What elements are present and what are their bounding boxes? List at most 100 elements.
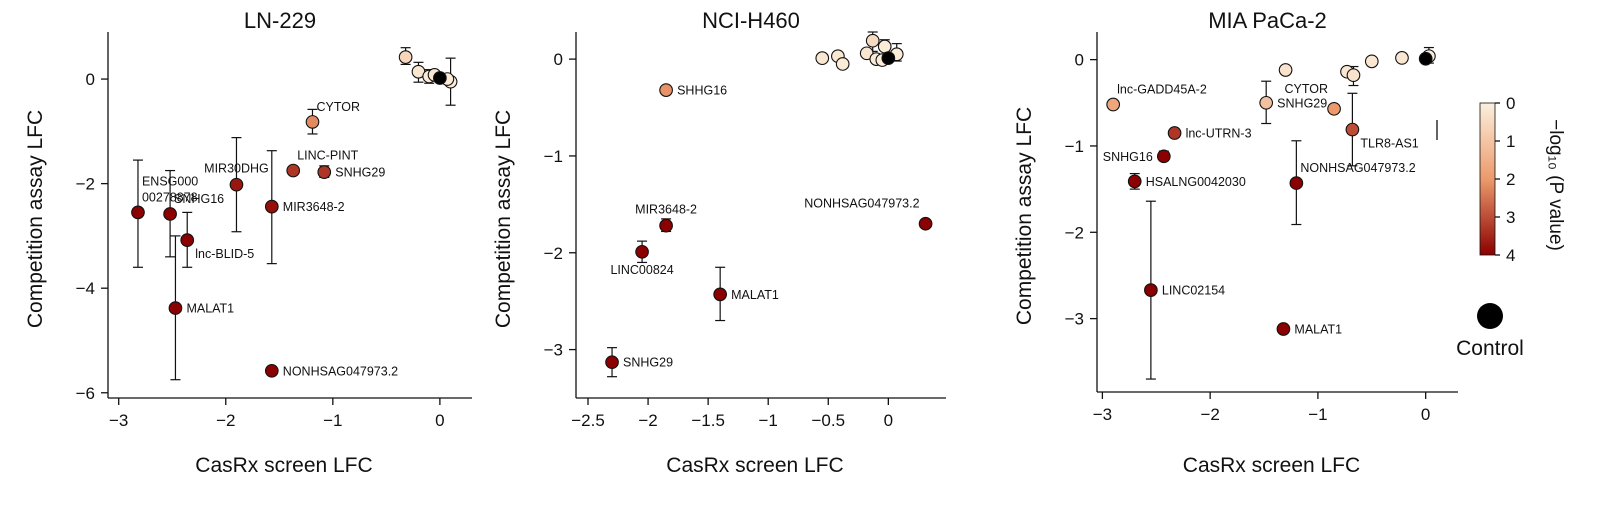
data-point <box>131 205 145 220</box>
data-point <box>264 363 279 378</box>
data-point <box>163 207 177 221</box>
data-point <box>605 355 619 370</box>
colorbar-gradient <box>1479 102 1496 256</box>
point-label: MIR3648-2 <box>283 200 345 214</box>
colorbar-tick-label: 2 <box>1506 170 1515 189</box>
point-label: CYTOR <box>316 100 360 114</box>
x-axis-label: CasRx screen LFC <box>1183 454 1360 477</box>
data-point <box>168 301 183 315</box>
data-point <box>659 83 673 97</box>
data-point <box>865 33 880 48</box>
data-point <box>918 216 933 231</box>
data-point <box>229 177 244 192</box>
y-axis-label: Competition assay LFC <box>24 110 47 328</box>
x-tick-label: −3 <box>1093 405 1112 424</box>
panel-2: NCI-H460 −2.5 −2 −1.5 −1 −0.5 0 −3 −2 −1 0 CasRx sc… <box>492 8 946 477</box>
point-label: CYTOR <box>1285 82 1329 96</box>
data-point <box>1289 176 1304 190</box>
point-label: SNHG29 <box>335 166 385 180</box>
y-tick-label: −1 <box>544 147 563 166</box>
panels: LN-229 −3 −2 −1 0 −6 −4 −2 0 CasRx screen LFC Comp… <box>24 8 1458 477</box>
point-label: NONHSAG047973.2 <box>283 364 398 378</box>
panel-3: MIA PaCa-2 −3 −2 −1 0 −3 −2 −1 0 CasRx screen LFC… <box>1013 8 1458 477</box>
x-axis-label: CasRx screen LFC <box>666 454 843 477</box>
y-tick-label: 0 <box>86 70 95 89</box>
point-label: NONHSAG047973.2 <box>1300 161 1415 175</box>
data-point <box>305 115 320 129</box>
data-point <box>1127 174 1142 189</box>
data-point <box>1276 322 1291 336</box>
control-legend: Control <box>1456 303 1524 360</box>
data-point <box>1167 126 1182 140</box>
point-label: LINC02154 <box>1162 284 1225 298</box>
control-point <box>1418 51 1433 66</box>
point-label: SHHG16 <box>677 84 727 98</box>
point-label: MIR30DHG <box>204 162 269 176</box>
x-tick-label: −3 <box>109 411 128 430</box>
data-point <box>286 163 301 178</box>
data-point <box>815 51 830 65</box>
data-point <box>635 244 649 259</box>
data-point <box>1144 283 1158 297</box>
data-point <box>1156 149 1171 164</box>
y-tick-label: −1 <box>1065 137 1084 156</box>
data-point <box>1395 51 1409 65</box>
x-tick-label: 0 <box>1421 405 1430 424</box>
data-point <box>1346 68 1361 83</box>
colorbar-tick-label: 4 <box>1506 246 1515 265</box>
x-tick-label: −1.5 <box>691 411 725 430</box>
point-label: ENSG000 00278878 <box>142 174 198 204</box>
data-point <box>713 287 728 302</box>
x-tick-label: −1 <box>323 411 342 430</box>
point-label: MALAT1 <box>731 288 779 302</box>
data-point <box>1106 97 1121 112</box>
data-point <box>1327 101 1341 116</box>
y-tick-label: 0 <box>1075 51 1084 70</box>
data-point <box>1278 63 1293 77</box>
panel-1: LN-229 −3 −2 −1 0 −6 −4 −2 0 CasRx screen LFC Comp… <box>24 8 472 477</box>
point-label: lnc-GADD45A-2 <box>1117 83 1207 97</box>
data-point <box>264 199 279 214</box>
control-point <box>433 71 447 85</box>
data-point <box>398 50 413 64</box>
x-tick-label: −2 <box>638 411 657 430</box>
x-tick-label: −0.5 <box>811 411 845 430</box>
x-tick-label: 0 <box>884 411 893 430</box>
y-tick-label: −2 <box>544 244 563 263</box>
point-label: HSALNG0042030 <box>1146 175 1246 189</box>
point-label: lnc-BLID-5 <box>195 247 254 261</box>
point-label: LINC-PINT <box>297 149 358 163</box>
point-label: NONHSAG047973.2 <box>804 197 919 211</box>
x-tick-label: −1 <box>759 411 778 430</box>
y-tick-label: −3 <box>544 341 563 360</box>
colorbar-tick-label: 1 <box>1506 132 1515 151</box>
point-label: SNHG16 <box>1103 150 1153 164</box>
x-tick-label: −2 <box>1200 405 1219 424</box>
y-tick-label: −2 <box>76 175 95 194</box>
data-point <box>1345 122 1360 137</box>
y-tick-label: −2 <box>1065 223 1084 242</box>
point-label: MALAT1 <box>186 302 234 316</box>
y-axis-label: Competition assay LFC <box>492 110 515 328</box>
x-tick-label: −2.5 <box>571 411 605 430</box>
chart-title: MIA PaCa-2 <box>1208 8 1327 33</box>
y-tick-label: −6 <box>76 384 95 403</box>
control-legend-dot <box>1477 303 1503 329</box>
colorbar-legend: 0 1 2 3 4 −log₁₀ (P value) <box>1436 94 1566 265</box>
point-label: TLR8-AS1 <box>1360 137 1418 151</box>
data-point <box>835 57 850 71</box>
x-tick-label: −2 <box>216 411 235 430</box>
point-label: lnc-UTRN-3 <box>1186 127 1252 141</box>
data-point <box>180 233 195 247</box>
chart-title: LN-229 <box>244 8 316 33</box>
point-label: MIR3648-2 <box>635 203 697 217</box>
colorbar-title: −log₁₀ (P value) <box>1545 119 1566 251</box>
data-point <box>317 165 332 179</box>
y-tick-label: −4 <box>76 279 95 298</box>
colorbar-tick-label: 0 <box>1506 94 1515 113</box>
x-tick-label: 0 <box>435 411 444 430</box>
y-axis-label: Competition assay LFC <box>1013 107 1036 325</box>
control-legend-label: Control <box>1456 337 1524 360</box>
point-label: MALAT1 <box>1294 322 1342 336</box>
